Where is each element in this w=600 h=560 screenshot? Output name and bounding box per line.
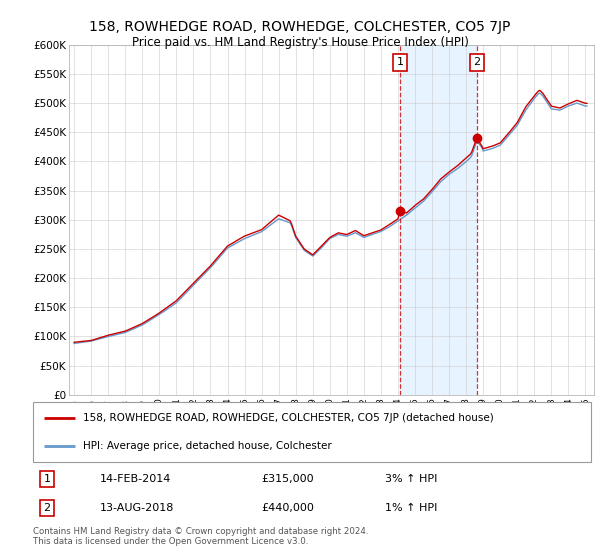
Text: 14-FEB-2014: 14-FEB-2014 <box>100 474 172 484</box>
Text: 158, ROWHEDGE ROAD, ROWHEDGE, COLCHESTER, CO5 7JP (detached house): 158, ROWHEDGE ROAD, ROWHEDGE, COLCHESTER… <box>83 413 494 423</box>
Bar <box>400 45 477 395</box>
Text: Contains HM Land Registry data © Crown copyright and database right 2024.
This d: Contains HM Land Registry data © Crown c… <box>33 527 368 547</box>
Text: 1: 1 <box>43 474 50 484</box>
Text: 2: 2 <box>43 503 50 514</box>
Text: £440,000: £440,000 <box>262 503 314 514</box>
Text: 3% ↑ HPI: 3% ↑ HPI <box>385 474 437 484</box>
Text: 1: 1 <box>397 57 404 67</box>
Text: 13-AUG-2018: 13-AUG-2018 <box>100 503 175 514</box>
FancyBboxPatch shape <box>33 402 591 462</box>
Text: 2: 2 <box>473 57 480 67</box>
Text: HPI: Average price, detached house, Colchester: HPI: Average price, detached house, Colc… <box>83 441 332 451</box>
Text: 1% ↑ HPI: 1% ↑ HPI <box>385 503 437 514</box>
Text: £315,000: £315,000 <box>262 474 314 484</box>
Text: Price paid vs. HM Land Registry's House Price Index (HPI): Price paid vs. HM Land Registry's House … <box>131 36 469 49</box>
Text: 158, ROWHEDGE ROAD, ROWHEDGE, COLCHESTER, CO5 7JP: 158, ROWHEDGE ROAD, ROWHEDGE, COLCHESTER… <box>89 20 511 34</box>
